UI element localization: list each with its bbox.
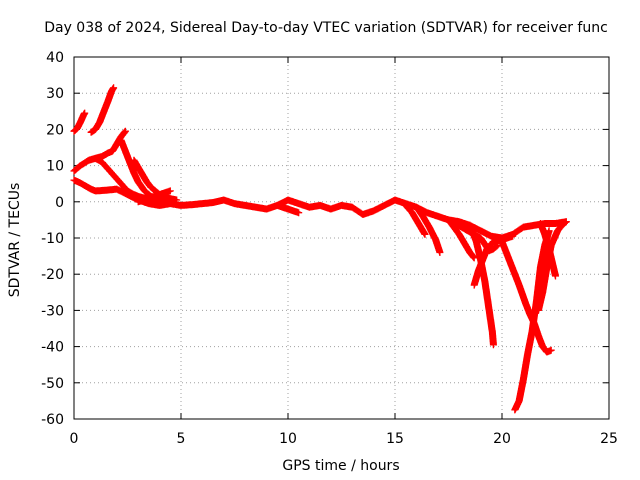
- x-tick-label: 10: [279, 431, 297, 447]
- y-tick-label: -20: [41, 267, 64, 283]
- data-point-markers: [412, 203, 444, 256]
- y-axis-label: SDTVAR / TECUs: [7, 183, 23, 298]
- series-arc-r: [537, 220, 559, 280]
- y-tick-label: 20: [46, 122, 64, 138]
- data-point-markers: [70, 127, 129, 175]
- series-arc-s: [451, 220, 502, 255]
- data-point-markers: [87, 84, 118, 136]
- data-point-markers: [273, 201, 303, 217]
- y-tick-label: -30: [41, 303, 64, 319]
- y-tick-label: -60: [41, 412, 64, 428]
- y-tick-label: -10: [41, 231, 64, 247]
- y-tick-label: 40: [46, 50, 64, 66]
- x-tick-label: 20: [493, 431, 511, 447]
- series-arc-j: [402, 201, 429, 238]
- data-point-markers: [70, 176, 570, 242]
- y-tick-label: 30: [46, 86, 64, 102]
- data-point-markers: [117, 136, 174, 206]
- series-arc-c: [70, 127, 129, 175]
- series-arc-a: [70, 109, 89, 135]
- y-tick-label: -40: [41, 340, 64, 356]
- y-tick-label: 0: [55, 195, 64, 211]
- y-tick-label: -50: [41, 376, 64, 392]
- series-arc-h: [134, 187, 174, 206]
- series-arc-k: [412, 203, 444, 256]
- x-tick-label: 25: [600, 431, 618, 447]
- x-axis-label: GPS time / hours: [282, 458, 399, 474]
- y-tick-label: 10: [46, 159, 64, 175]
- data-point-markers: [402, 201, 429, 238]
- data-point-markers: [451, 220, 502, 255]
- series-arc-l: [445, 216, 478, 262]
- data-marks: [70, 84, 570, 414]
- x-tick-label: 0: [70, 431, 79, 447]
- axis-ticks: 0 5 10 15 20 25 -60 -50 -40 -30 -20 -10 0 10 20 30 40: [41, 50, 618, 447]
- data-point-markers: [70, 109, 89, 135]
- series-arc-e: [117, 136, 174, 206]
- data-point-markers: [537, 220, 559, 280]
- chart-title: Day 038 of 2024, Sidereal Day-to-day VTE…: [44, 20, 608, 36]
- data-point-markers: [445, 216, 478, 262]
- x-tick-label: 15: [386, 431, 404, 447]
- series-arc-b: [87, 84, 118, 136]
- series-arc-g: [70, 176, 570, 242]
- x-tick-label: 5: [177, 431, 186, 447]
- data-point-markers: [134, 187, 174, 206]
- series-arc-i: [273, 201, 303, 217]
